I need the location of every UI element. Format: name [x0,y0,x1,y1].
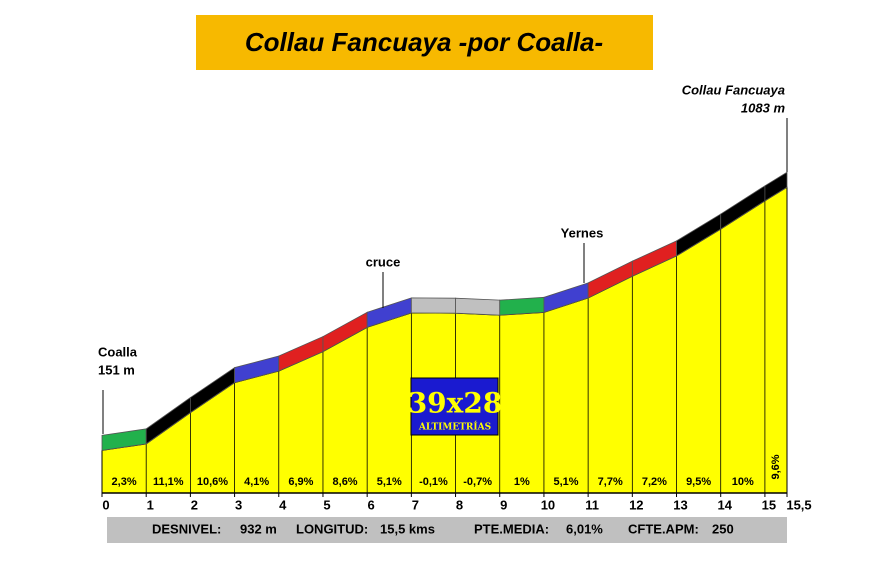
annotation: Yernes [561,225,604,240]
gradient-band [455,297,501,316]
x-tick-label: 10 [541,497,555,512]
logo-box [410,377,499,436]
x-tick-label: 0 [102,497,109,512]
x-tick-label: 5 [323,497,330,512]
x-tick-label: 2 [191,497,198,512]
gradient-label: 7,7% [598,476,623,488]
x-tick-label: 3 [235,497,242,512]
x-tick-label: 12 [629,497,643,512]
gradient-label: 9,5% [686,476,711,488]
gradient-label: 5,1% [553,476,578,488]
annotation: 1083 m [741,100,786,115]
annotation: Coalla [98,344,138,359]
gradient-label: 6,9% [288,476,313,488]
footer-box [107,517,787,543]
gradient-band [410,297,456,314]
chart-title: Collau Fancuaya -por Coalla- [245,27,603,57]
x-tick-label: 1 [147,497,154,512]
gradient-label: 4,1% [244,476,269,488]
gradient-label: 2,3% [112,476,137,488]
footer-value: 932 m [240,521,277,536]
footer-value: 15,5 kms [380,521,435,536]
footer-label: PTE.MEDIA: [474,521,549,536]
footer-value: 6,01% [566,521,603,536]
profile-area [101,186,788,494]
x-tick-label: 6 [368,497,375,512]
x-tick-label: 13 [673,497,687,512]
gradient-label: -0,1% [419,476,448,488]
x-tick-label: 4 [279,497,287,512]
x-tick-label: 14 [717,497,732,512]
plot: 2,3% 11,1% 10,6% 4,1% 6,9% 8,6% 5,1% -0,1% -0,7%… [101,171,812,512]
x-tick-label: 7 [412,497,419,512]
x-tick-label: 15,5 [786,497,811,512]
x-tick-label: 15 [762,497,776,512]
footer-label: DESNIVEL: [152,521,221,536]
gradient-label: 11,1% [153,476,184,488]
gradient-label: 1% [514,476,530,488]
title-box [196,15,653,70]
gradient-label: 10,6% [197,476,228,488]
logo-text: 39x28 [408,387,503,420]
gradient-label: 7,2% [642,476,667,488]
x-tick-label: 11 [585,497,599,512]
gradient-label: 8,6% [333,476,358,488]
footer-label: CFTE.APM: [628,521,699,536]
gradient-band [764,171,788,202]
logo: 39x28 ALTIMETRÍAS [408,377,503,436]
gradient-label: -0,7% [463,476,492,488]
gradient-label: 5,1% [377,476,402,488]
footer-label: LONGITUD: [296,521,368,536]
x-tick-label: 8 [456,497,463,512]
footer-value: 250 [712,521,734,536]
gradient-band [499,296,545,316]
annotation: Collau Fancuaya [682,82,785,97]
x-tick-label: 9 [500,497,507,512]
gradient-label: 10% [732,476,754,488]
gradient-label: 9,6% [770,454,782,479]
annotation: 151 m [98,362,135,377]
logo-text: ALTIMETRÍAS [418,421,491,433]
annotation: cruce [366,254,401,269]
